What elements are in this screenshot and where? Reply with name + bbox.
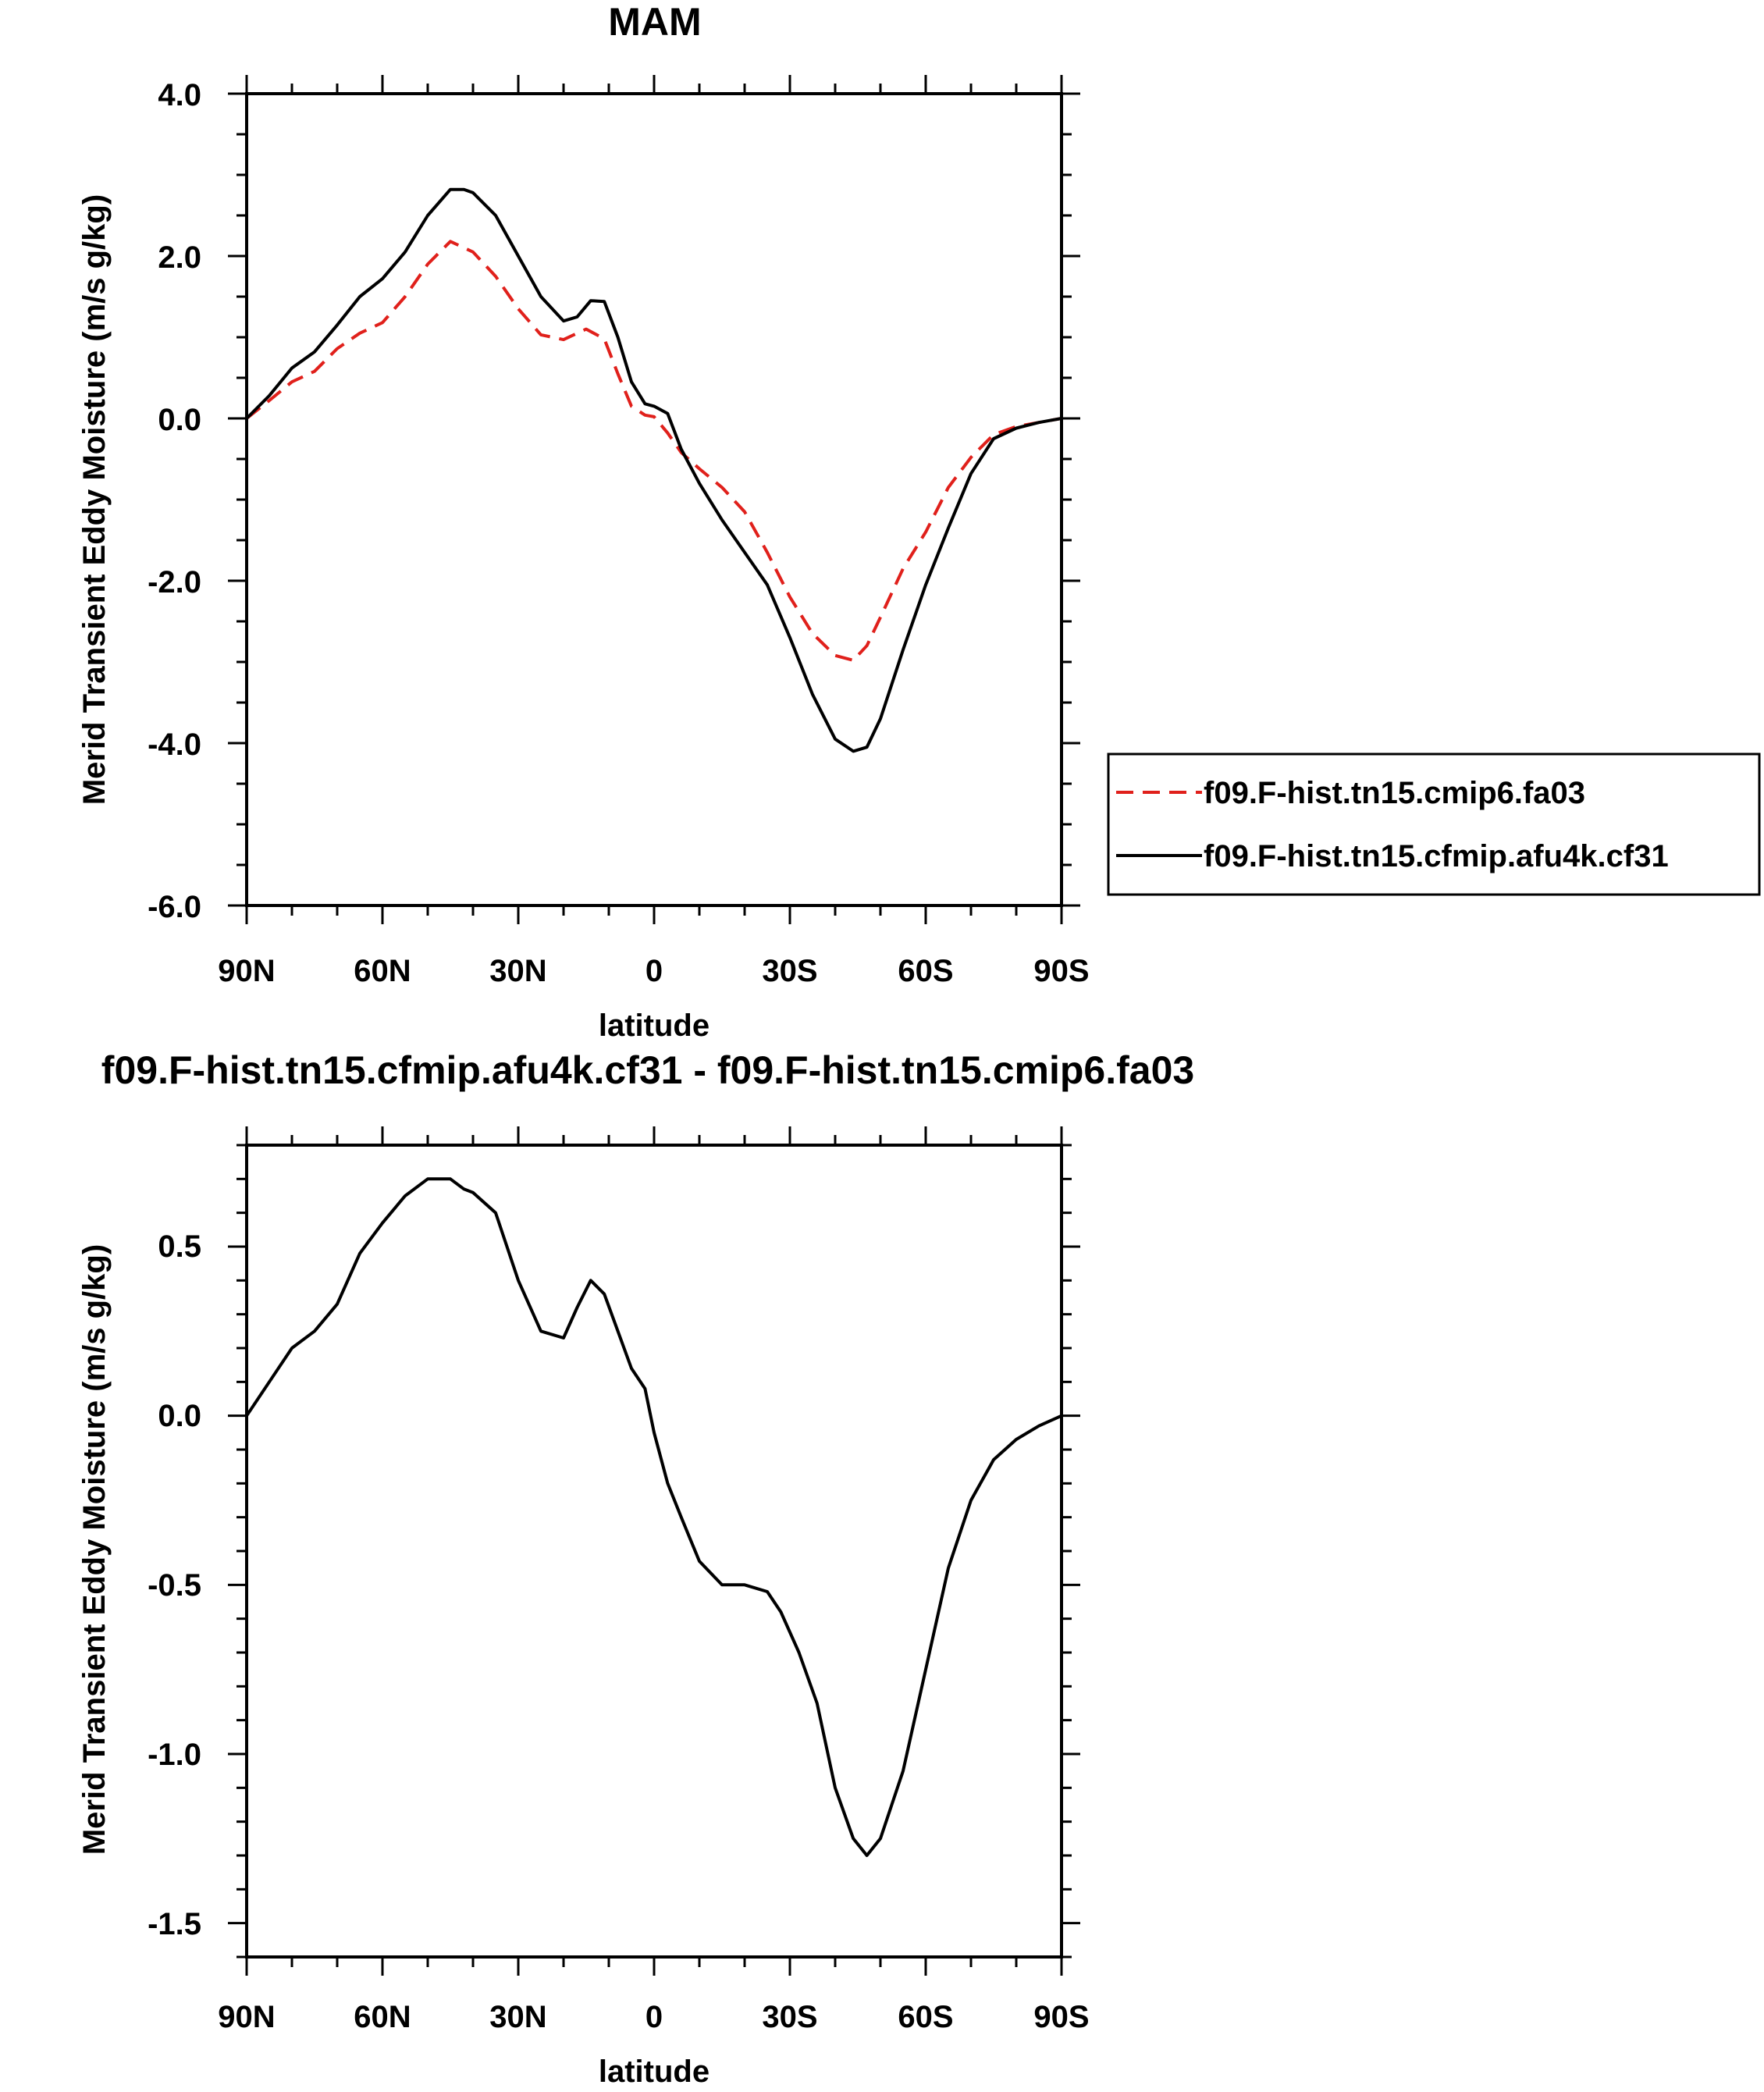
legend-label-cmip6-fa03: f09.F-hist.tn15.cmip6.fa03 (1204, 776, 1585, 810)
top-x-tick-label-90n: 90N (218, 954, 275, 988)
bottom-y-tick-label-0: 0.0 (158, 1399, 201, 1433)
top-series-lines (245, 187, 1062, 753)
series-line-cmip6-fa03 (245, 240, 1062, 662)
series-line-difference (245, 1177, 1062, 1857)
top-y-tick-labels: 4.0 2.0 0.0 -2.0 -4.0 -6.0 (148, 78, 201, 924)
bottom-x-tick-label-90s: 90S (1033, 2000, 1089, 2034)
bottom-x-tick-label-30n: 30N (489, 2000, 546, 2034)
bottom-panel: f09.F-hist.tn15.cfmip.afu4k.cf31 - f09.F… (77, 1048, 1194, 2089)
top-y-tick-label-2: 2.0 (158, 240, 201, 275)
bottom-x-tick-label-90n: 90N (218, 2000, 275, 2034)
bottom-y-tick-label-m1: -1.0 (148, 1738, 201, 1772)
bottom-y-tick-labels: 0.5 0.0 -0.5 -1.0 -1.5 (148, 1229, 201, 1941)
top-x-tick-label-90s: 90S (1033, 954, 1089, 988)
top-x-axis-label: latitude (599, 1009, 710, 1043)
series-line-cfmip-afu4k-cf31 (245, 187, 1062, 753)
bottom-title: f09.F-hist.tn15.cfmip.afu4k.cf31 - f09.F… (101, 1048, 1194, 1092)
top-title: MAM (608, 0, 701, 44)
top-x-tick-label-0: 0 (645, 954, 663, 988)
top-x-tick-label-30n: 30N (489, 954, 546, 988)
bottom-plot-frame (245, 1144, 1063, 1959)
top-x-tick-label-60s: 60S (898, 954, 953, 988)
bottom-x-tick-label-30s: 30S (762, 2000, 817, 2034)
bottom-y-tick-label-0-5: 0.5 (158, 1229, 201, 1264)
bottom-y-tick-label-m1-5: -1.5 (148, 1907, 201, 1941)
bottom-series-lines (245, 1177, 1062, 1857)
top-legend: f09.F-hist.tn15.cmip6.fa03 f09.F-hist.tn… (1107, 752, 1761, 896)
top-plot-frame (245, 92, 1063, 907)
top-grid-ticks (228, 75, 1080, 924)
top-y-tick-label-0: 0.0 (158, 403, 201, 437)
bottom-x-tick-labels: 90N 60N 30N 0 30S 60S 90S (218, 2000, 1089, 2034)
bottom-x-tick-label-0: 0 (645, 2000, 663, 2034)
top-y-tick-label-m6: -6.0 (148, 890, 201, 924)
legend-box (1107, 752, 1761, 896)
bottom-x-tick-label-60s: 60S (898, 2000, 953, 2034)
legend-label-cfmip-afu4k-cf31: f09.F-hist.tn15.cfmip.afu4k.cf31 (1204, 839, 1669, 873)
bottom-x-tick-label-60n: 60N (354, 2000, 411, 2034)
top-x-tick-label-60n: 60N (354, 954, 411, 988)
top-x-tick-label-30s: 30S (762, 954, 817, 988)
bottom-grid-ticks (228, 1126, 1080, 1976)
top-y-tick-label-4: 4.0 (158, 78, 201, 112)
top-y-tick-label-m2: -2.0 (148, 565, 201, 599)
top-y-tick-label-m4: -4.0 (148, 728, 201, 762)
top-y-axis-label: Merid Transient Eddy Moisture (m/s g/kg) (77, 194, 112, 805)
top-panel: MAM 90N 60N 30N 0 30S 60S 90S 4.0 2.0 0.… (77, 0, 1761, 1043)
top-x-tick-labels: 90N 60N 30N 0 30S 60S 90S (218, 954, 1089, 988)
bottom-x-axis-label: latitude (599, 2055, 710, 2089)
bottom-y-axis-label: Merid Transient Eddy Moisture (m/s g/kg) (77, 1244, 112, 1855)
bottom-y-tick-label-m0-5: -0.5 (148, 1568, 201, 1603)
